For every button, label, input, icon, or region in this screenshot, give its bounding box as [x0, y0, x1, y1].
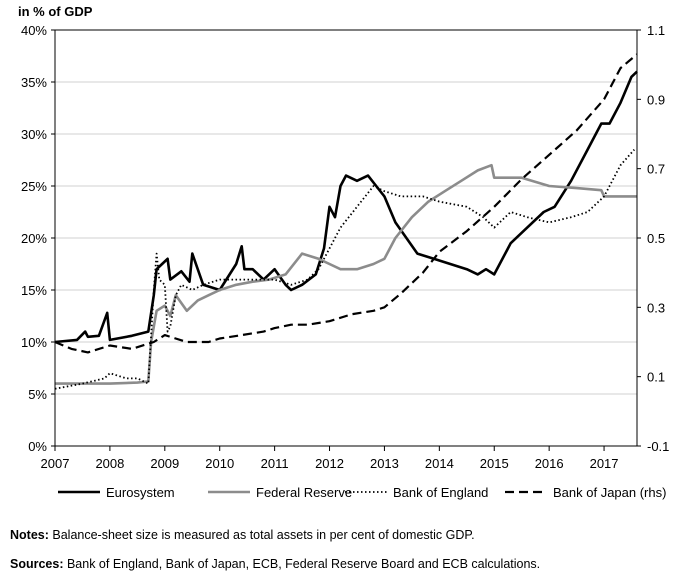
left-tick-label: 30% — [21, 127, 47, 142]
x-tick-label: 2013 — [370, 456, 399, 471]
right-tick-label: 0.5 — [647, 231, 665, 246]
right-tick-label: 0.9 — [647, 92, 665, 107]
series-line-bank-of-japan-rhs — [54, 53, 638, 354]
legend: Eurosystem Federal Reserve Bank of England… — [58, 485, 666, 500]
legend-label: Eurosystem — [106, 485, 175, 500]
x-tick-label: 2010 — [205, 456, 234, 471]
right-tick-label: 1.1 — [647, 23, 665, 38]
right-tick-label: 0.3 — [647, 300, 665, 315]
right-tick-label: 0.7 — [647, 162, 665, 177]
x-axis: 2007 2008 2009 2010 2011 2012 2013 2014 2015 2016… — [41, 446, 619, 471]
gridlines — [55, 29, 637, 447]
x-tick-label: 2014 — [425, 456, 454, 471]
x-tick-label: 2008 — [95, 456, 124, 471]
x-tick-label: 2011 — [261, 456, 289, 471]
left-tick-label: 15% — [21, 283, 47, 298]
notes-line: Notes: Balance-sheet size is measured as… — [10, 528, 475, 542]
left-tick-label: 40% — [21, 23, 47, 38]
x-tick-label: 2015 — [480, 456, 509, 471]
legend-label: Federal Reserve — [256, 485, 352, 500]
sources-text: Bank of England, Bank of Japan, ECB, Fed… — [63, 557, 541, 571]
left-tick-label: 25% — [21, 179, 47, 194]
sources-line: Sources: Bank of England, Bank of Japan,… — [10, 557, 540, 571]
sources-label: Sources: — [10, 557, 64, 571]
notes-text: Balance-sheet size is measured as total … — [48, 528, 475, 542]
left-tick-label: 5% — [28, 387, 47, 402]
left-tick-label: 20% — [21, 231, 47, 246]
left-tick-label: 0% — [28, 439, 47, 454]
x-tick-label: 2016 — [535, 456, 564, 471]
series-line-eurosystem — [54, 70, 638, 344]
right-axis: -0.1 0.1 0.3 0.5 0.7 0.9 1.1 — [637, 23, 669, 454]
left-axis: 0% 5% 10% 15% 20% 25% 30% 35% 40% — [21, 23, 55, 454]
x-tick-label: 2009 — [150, 456, 179, 471]
legend-label: Bank of England — [393, 485, 488, 500]
plot-frame — [54, 29, 638, 447]
chart-svg: in % of GDP 0% 5% 10% 15% 20% 25% 30% 35% 40% -0… — [18, 4, 669, 500]
notes-label: Notes: — [10, 528, 49, 542]
series-line-bank-of-england — [54, 149, 635, 390]
x-tick-label: 2017 — [590, 456, 619, 471]
right-tick-label: 0.1 — [647, 370, 665, 385]
left-tick-label: 35% — [21, 75, 47, 90]
left-tick-label: 10% — [21, 335, 47, 350]
x-tick-label: 2007 — [41, 456, 70, 471]
unit-label: in % of GDP — [18, 4, 93, 19]
right-tick-label: -0.1 — [647, 439, 669, 454]
legend-label: Bank of Japan (rhs) — [553, 485, 666, 500]
series-layer — [54, 53, 638, 390]
x-tick-label: 2012 — [315, 456, 344, 471]
series-line-federal-reserve — [55, 163, 637, 385]
